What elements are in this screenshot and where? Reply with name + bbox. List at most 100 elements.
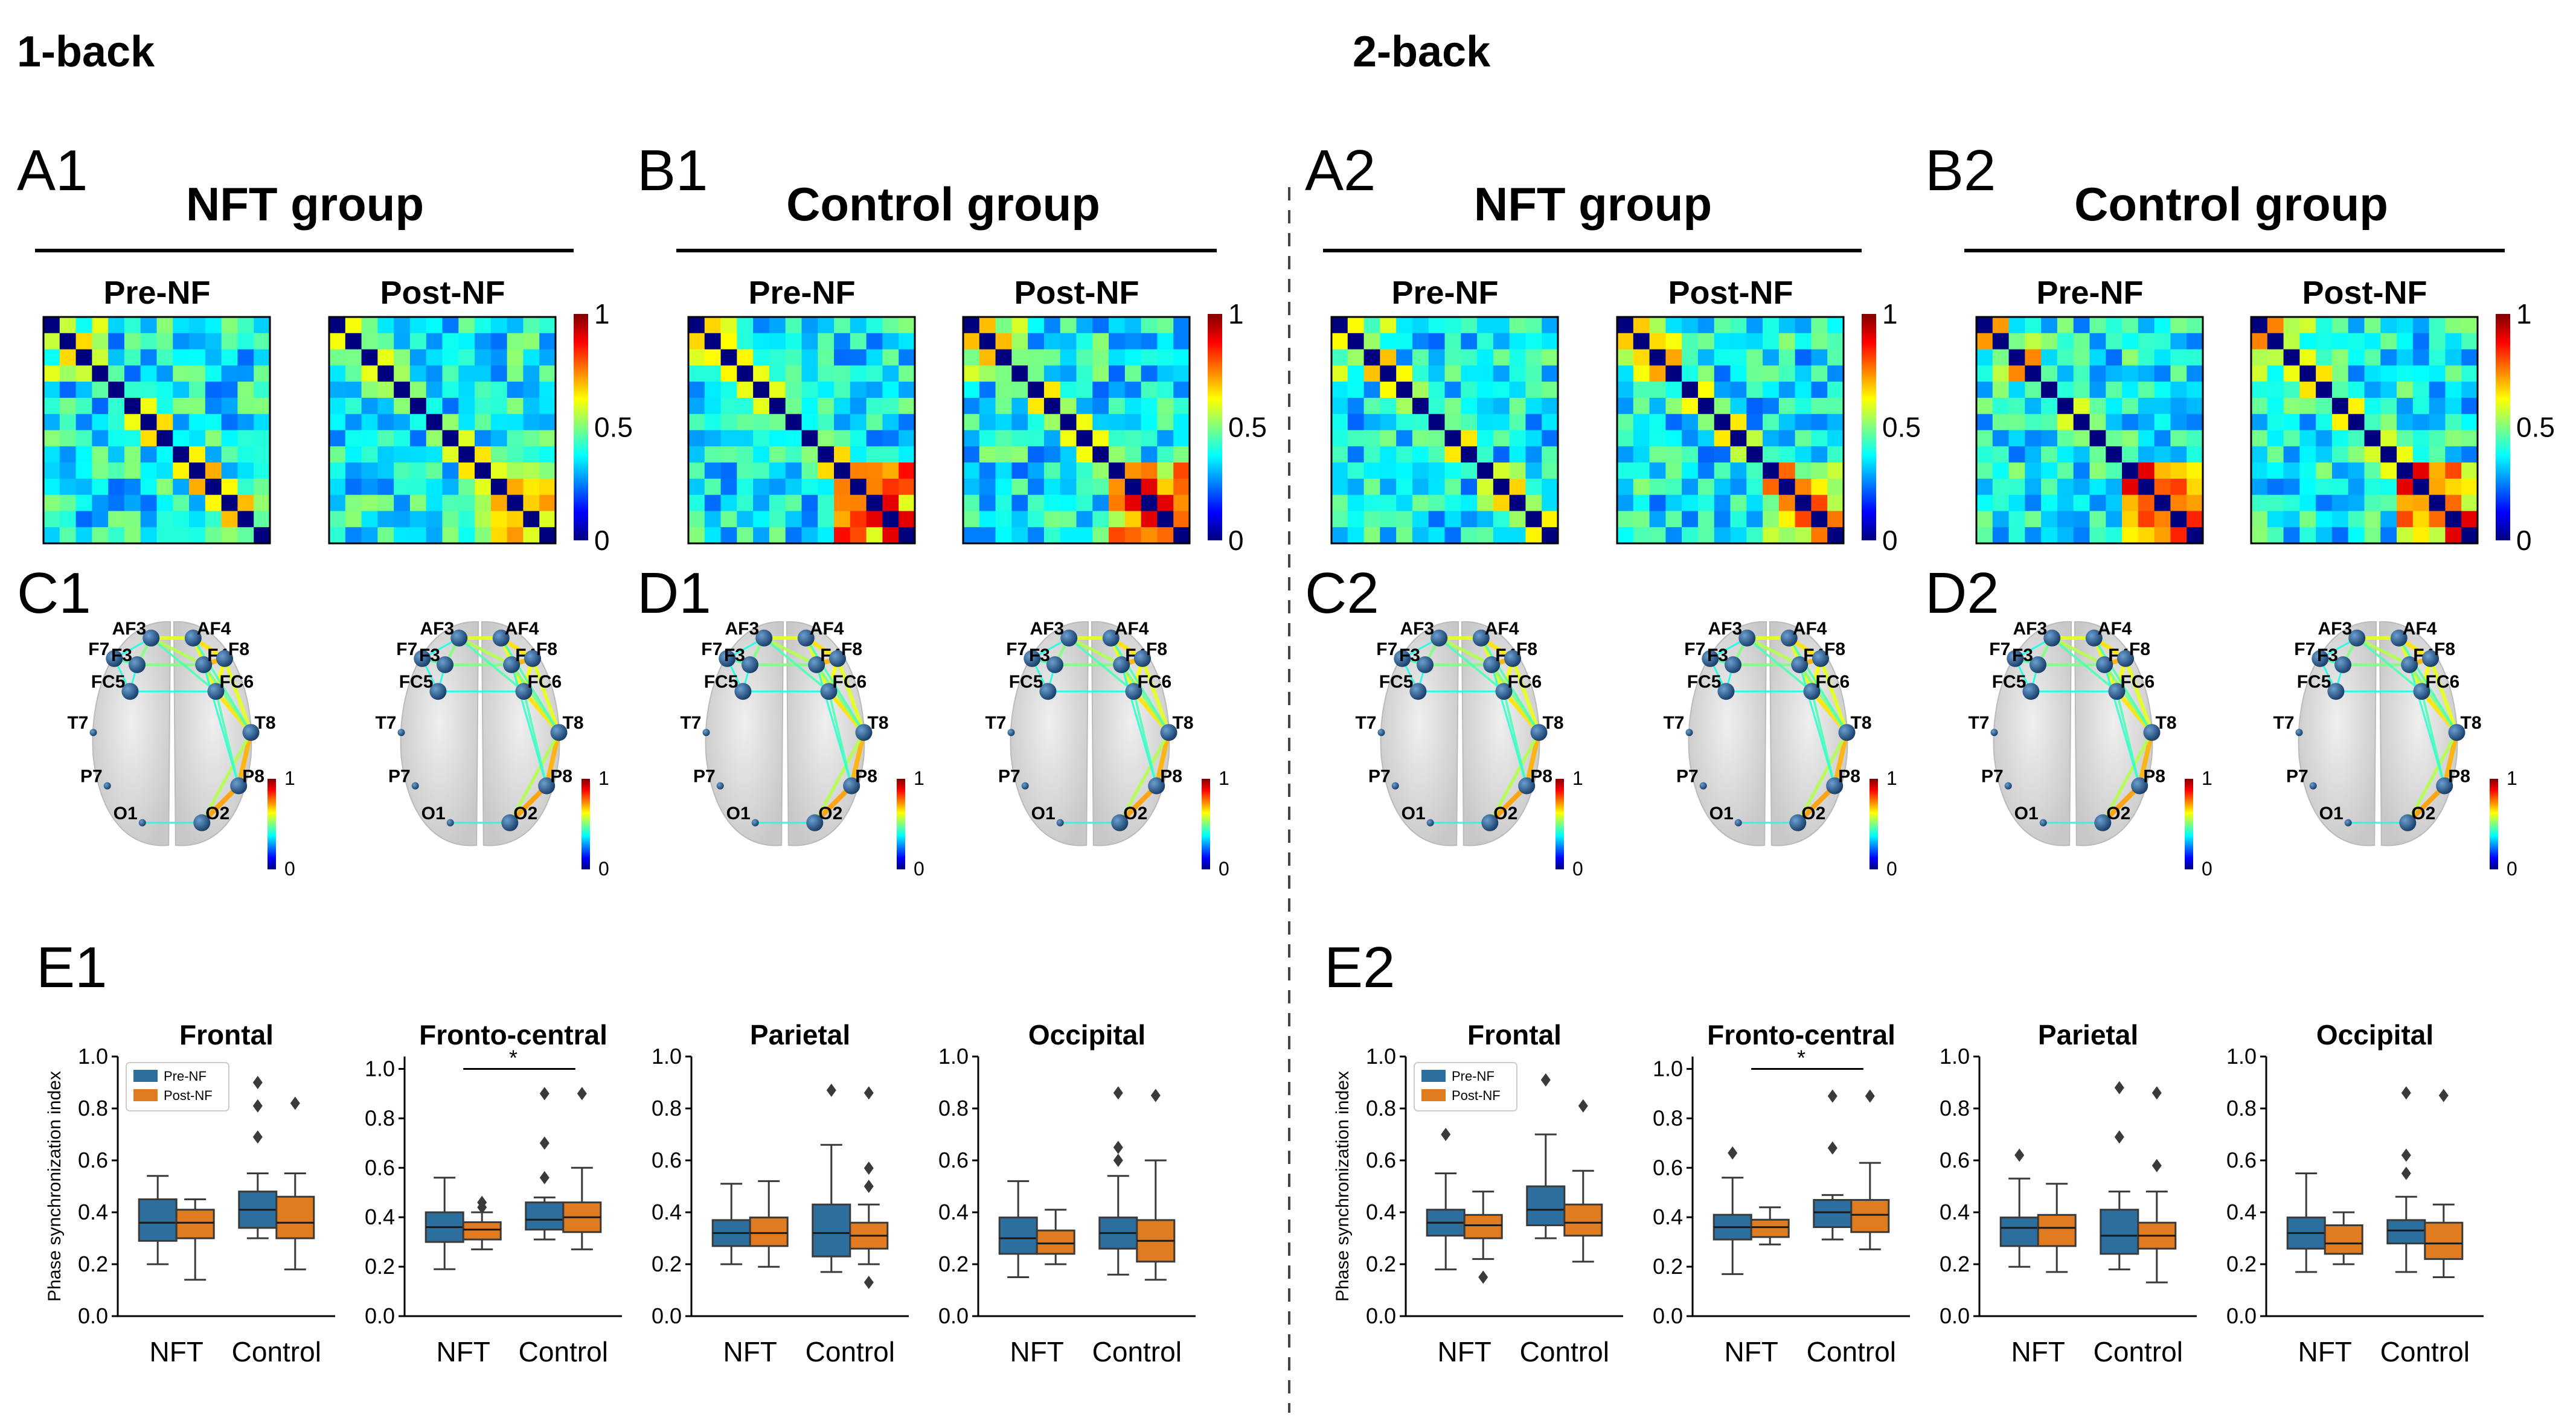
matrix-cell xyxy=(221,478,239,496)
matrix-cell xyxy=(1011,446,1028,463)
matrix-cell xyxy=(2397,446,2414,463)
electrode-label: FC5 xyxy=(399,672,434,692)
matrix-cell xyxy=(173,511,190,528)
matrix-cell xyxy=(2412,462,2430,479)
matrix-cell xyxy=(1542,430,1559,447)
matrix-cell xyxy=(59,365,77,382)
y-tick-label: 0.6 xyxy=(2226,1148,2257,1172)
connection-edge xyxy=(1480,637,1540,734)
electrode-node xyxy=(1734,819,1742,827)
matrix-cell xyxy=(785,430,803,447)
matrix-cell xyxy=(2348,414,2365,431)
matrix-cell xyxy=(1011,317,1028,334)
matrix-cell xyxy=(394,527,411,544)
matrix-cell xyxy=(1461,317,1478,334)
matrix-cell xyxy=(866,478,883,496)
y-tick-label: 0.8 xyxy=(1653,1105,1683,1130)
matrix-cell xyxy=(237,478,254,496)
matrix-cell xyxy=(507,414,524,431)
electrode-node xyxy=(1417,656,1434,673)
iqr-box xyxy=(1750,1218,1790,1238)
matrix-cell xyxy=(2154,494,2171,512)
matrix-cell xyxy=(801,317,818,334)
matrix-cell xyxy=(995,365,1012,382)
matrix-cell xyxy=(221,430,239,447)
y-tick-label: 1.0 xyxy=(1366,1044,1396,1069)
y-tick-label: 1.0 xyxy=(938,1044,969,1069)
matrix-cell xyxy=(189,430,206,447)
matrix-cell xyxy=(2283,414,2300,431)
y-tick-label: 0.4 xyxy=(652,1200,682,1224)
matrix-cell xyxy=(2057,317,2074,334)
matrix-cell xyxy=(173,446,190,463)
matrix-cell xyxy=(1444,478,1461,496)
matrix-cell xyxy=(490,349,508,366)
matrix-cell xyxy=(1109,446,1126,463)
matrix-cell xyxy=(2251,494,2268,512)
matrix-cell xyxy=(442,527,459,544)
matrix-cell xyxy=(43,317,60,334)
matrix-cell xyxy=(156,382,173,398)
matrix-cell xyxy=(2429,478,2446,496)
matrix-cell xyxy=(882,511,899,528)
outlier-marker xyxy=(252,1099,263,1113)
matrix-cell xyxy=(1778,478,1796,496)
matrix-cell xyxy=(866,365,883,382)
matrix-cell xyxy=(2348,382,2365,398)
outlier-marker xyxy=(2114,1081,2124,1095)
electrode-node xyxy=(121,683,139,700)
y-tick-label: 0.8 xyxy=(78,1096,108,1121)
brain-network: AF3AF4F7F3F4F8FC5FC6T7T8P7P8O1O2 xyxy=(680,619,889,846)
matrix-cell xyxy=(2397,430,2414,447)
matrix-cell xyxy=(523,494,540,512)
matrix-cell xyxy=(995,317,1012,334)
matrix-cell xyxy=(1746,349,1763,366)
electrode-node xyxy=(2085,629,2103,647)
matrix-cell xyxy=(2331,494,2349,512)
matrix-cell xyxy=(769,365,786,382)
y-tick-label: 0.2 xyxy=(1653,1254,1683,1279)
matrix-cell xyxy=(704,478,722,496)
matrix-cell xyxy=(899,478,915,496)
electrode-node xyxy=(2348,629,2366,647)
matrix-cell xyxy=(818,511,835,528)
matrix-cell xyxy=(156,527,173,544)
matrix-cell xyxy=(979,527,996,544)
matrix-cell xyxy=(2299,527,2316,544)
matrix-cell xyxy=(124,397,141,415)
matrix-cell xyxy=(1157,494,1174,512)
matrix-cell xyxy=(1827,478,1844,496)
matrix-cell xyxy=(882,333,899,350)
matrix-cell xyxy=(2445,349,2462,366)
matrix-cell xyxy=(1428,527,1446,544)
electrode-node xyxy=(2004,782,2012,790)
matrix-cell xyxy=(1124,333,1142,350)
matrix-cell xyxy=(2283,349,2300,366)
outlier-marker xyxy=(1113,1140,1123,1154)
matrix-cell xyxy=(1665,333,1682,350)
matrix-cell xyxy=(1649,397,1666,415)
matrix-cell xyxy=(539,414,556,431)
matrix-cell xyxy=(2008,317,2025,334)
matrix-cell xyxy=(361,365,378,382)
matrix-cell xyxy=(1682,365,1699,382)
matrix-cell xyxy=(2073,462,2091,479)
y-tick-label: 0.6 xyxy=(938,1148,969,1172)
matrix-cell xyxy=(753,446,770,463)
matrix-cell xyxy=(1509,317,1527,334)
matrix-cell xyxy=(254,414,271,431)
matrix-cell xyxy=(1976,349,1993,366)
colorbar-max: 1 xyxy=(598,767,609,789)
matrix-cell xyxy=(2397,382,2414,398)
electrode-node xyxy=(503,656,521,673)
matrix-cell xyxy=(2445,397,2462,415)
electrode-label: T7 xyxy=(375,713,396,733)
matrix-cell xyxy=(523,382,540,398)
matrix-cell xyxy=(1665,349,1682,366)
colorbar-min: 0 xyxy=(1882,525,1898,556)
matrix-cell xyxy=(1795,478,1812,496)
matrix-cell xyxy=(205,446,222,463)
matrix-cell xyxy=(92,382,109,398)
matrix-cell xyxy=(490,430,508,447)
